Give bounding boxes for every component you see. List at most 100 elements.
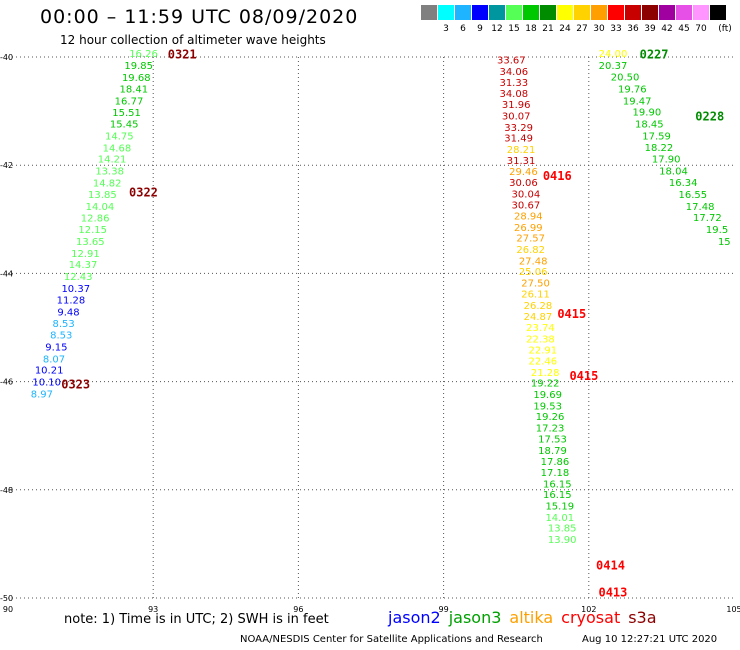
scale-swatch	[676, 5, 692, 20]
wave-height-value: 18.41	[120, 84, 149, 95]
wave-height-value: 17.90	[652, 155, 681, 166]
scale-tick-label: 36	[627, 24, 639, 34]
pass-time-label: 0415	[557, 307, 586, 321]
wave-height-value: 31.33	[499, 78, 528, 89]
wave-height-value: 24.87	[524, 312, 553, 323]
legend-entry-jason3: jason3	[448, 608, 502, 627]
wave-height-value: 19.76	[618, 84, 647, 95]
scale-tick-label: 42	[661, 24, 673, 34]
wave-height-value: 34.06	[499, 67, 528, 78]
wave-height-value: 31.96	[502, 100, 531, 111]
wave-height-value: 8.07	[43, 354, 65, 365]
lon-tick-label: 102	[581, 605, 596, 614]
satellite-legend: jason2 jason3 altika cryosat s3a	[388, 608, 665, 627]
scale-tick-label: 21	[542, 24, 554, 34]
wave-height-value: 10.37	[61, 284, 90, 295]
wave-height-value: 19.53	[533, 401, 562, 412]
wave-height-value: 22.46	[528, 357, 557, 368]
scale-tick-label: 15	[508, 24, 520, 34]
wave-height-value: 16.34	[669, 178, 698, 189]
wave-height-value: 26.11	[521, 289, 550, 300]
scale-tick-label: 33	[610, 24, 622, 34]
map-subtitle: 12 hour collection of altimeter wave hei…	[60, 33, 326, 47]
wave-height-value: 12.86	[81, 214, 110, 225]
pass-time-label: 0414	[596, 559, 625, 573]
wave-height-value: 19.90	[633, 108, 662, 119]
wave-height-value: 22.91	[528, 346, 557, 357]
legend-entry-altika: altika	[509, 608, 554, 627]
wave-height-value: 17.86	[541, 457, 570, 468]
scale-tick-label: 45	[678, 24, 690, 34]
legend-entry-jason2: jason2	[388, 608, 441, 627]
wave-height-value: 10.10	[32, 378, 61, 389]
wave-height-value: 13.90	[548, 535, 577, 546]
wave-height-value: 8.97	[31, 390, 53, 401]
wave-height-value: 28.21	[507, 145, 536, 156]
scale-swatch	[574, 5, 590, 20]
scale-swatch	[472, 5, 488, 20]
scale-tick-label: 24	[559, 24, 571, 34]
wave-height-value: 31.31	[507, 156, 536, 167]
wave-height-value: 19.69	[533, 390, 562, 401]
lat-tick-label: -50	[0, 594, 13, 603]
scale-swatch	[455, 5, 471, 20]
scale-unit-label: (ft)	[718, 24, 732, 34]
wave-height-value: 13.85	[548, 524, 577, 535]
wave-height-value: 16.55	[679, 190, 708, 201]
wave-height-value: 14.75	[105, 131, 134, 142]
wave-height-value: 19.85	[124, 61, 153, 72]
lat-tick-label: -48	[0, 486, 13, 495]
wave-height-value: 19.68	[122, 73, 151, 84]
wave-height-value: 18.79	[538, 446, 567, 457]
scale-swatch	[659, 5, 675, 20]
scale-swatch	[710, 5, 726, 20]
scale-tick-label: 30	[593, 24, 605, 34]
scale-swatch	[693, 5, 709, 20]
wave-height-value: 27.57	[516, 234, 545, 245]
pass-time-label: 0321	[168, 47, 197, 61]
wave-height-value: 23.74	[526, 323, 555, 334]
scale-swatch	[421, 5, 437, 20]
lon-tick-label: 105	[726, 605, 740, 614]
pass-time-label: 0322	[129, 185, 158, 199]
wave-height-value: 31.49	[504, 134, 533, 145]
scale-swatch	[438, 5, 454, 20]
wave-height-value: 17.48	[686, 202, 715, 213]
wave-height-value: 34.08	[499, 89, 528, 100]
wave-height-value: 15.45	[110, 120, 139, 131]
scale-tick-label: 9	[477, 24, 483, 34]
wave-height-value: 21.28	[531, 368, 560, 379]
wave-height-value: 25.06	[519, 267, 548, 278]
pass-time-label: 0228	[695, 110, 724, 124]
wave-height-value: 30.04	[512, 189, 541, 200]
scale-swatch	[591, 5, 607, 20]
wave-height-value: 24.00	[599, 49, 628, 60]
lat-tick-label: -40	[0, 53, 13, 62]
wave-height-value: 33.67	[497, 56, 526, 67]
wave-height-value: 12.15	[78, 225, 107, 236]
scale-tick-label: 6	[460, 24, 466, 34]
wave-height-value: 15.19	[545, 501, 574, 512]
scale-tick-label: 27	[576, 24, 588, 34]
wave-height-value: 8.53	[50, 331, 72, 342]
wave-height-value: 30.07	[502, 111, 531, 122]
scale-swatch	[540, 5, 556, 20]
wave-height-value: 8.53	[53, 319, 75, 330]
wave-height-value: 18.04	[659, 167, 688, 178]
wave-height-value: 16.15	[543, 479, 572, 490]
wave-height-value: 14.82	[93, 179, 122, 190]
wave-height-value: 22.38	[526, 334, 555, 345]
pass-time-label: 0416	[543, 169, 572, 183]
legend-entry-s3a: s3a	[628, 608, 657, 627]
pass-time-label: 0413	[598, 586, 627, 600]
wave-height-value: 19.22	[531, 379, 560, 390]
wave-height-value: 14.21	[98, 155, 127, 166]
wave-height-value: 15	[718, 237, 731, 248]
lat-tick-label: -44	[0, 269, 13, 278]
lat-tick-label: -46	[0, 378, 13, 387]
wave-height-value: 13.65	[76, 237, 105, 248]
scale-tick-label: 70	[695, 24, 707, 34]
wave-height-value: 20.50	[611, 72, 640, 83]
wave-height-value: 19.26	[536, 412, 565, 423]
